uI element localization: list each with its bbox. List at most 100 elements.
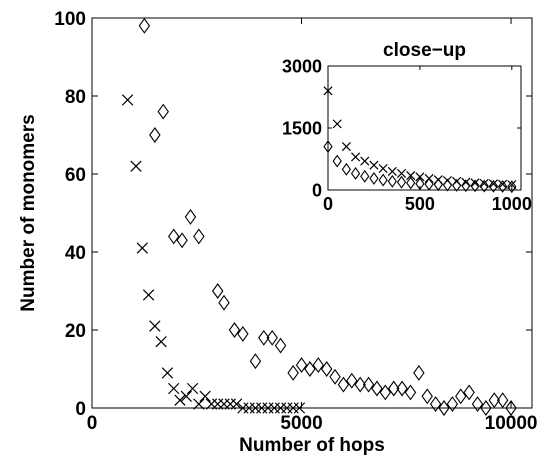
main-point-x (230, 398, 243, 410)
main-point-diamond (249, 353, 262, 370)
inset-background (328, 66, 521, 190)
main-point-diamond (176, 232, 188, 249)
inset-point-x (406, 170, 416, 181)
main-point-diamond (505, 400, 517, 416)
main-point-diamond (218, 294, 230, 311)
main-x-tick-label: 10000 (485, 413, 538, 434)
main-point-diamond (184, 208, 197, 225)
main-point-diamond (371, 380, 383, 397)
main-point-diamond (193, 228, 205, 245)
inset-point-diamond (332, 154, 342, 168)
main-point-diamond (413, 364, 425, 381)
inset-point-diamond (470, 179, 480, 193)
main-point-x (293, 402, 306, 414)
main-x-tick-label: 5000 (280, 413, 322, 434)
main-point-diamond (354, 376, 366, 393)
inset-point-diamond (387, 174, 397, 188)
main-point-x (136, 242, 148, 254)
main-point-diamond (387, 380, 400, 397)
inset-x-tick-label: 0 (323, 194, 333, 214)
inset-x-tick-label: 1000 (492, 194, 532, 214)
main-point-diamond (404, 384, 417, 401)
inset-point-diamond (488, 179, 499, 193)
main-point-diamond (496, 392, 509, 409)
inset-y-tick-label: 3000 (282, 56, 322, 76)
inset-point-diamond (350, 167, 361, 180)
main-y-tick-label: 60 (65, 165, 86, 186)
inset-point-x (341, 142, 351, 152)
inset-point-diamond (360, 169, 370, 183)
inset-point-x (396, 168, 407, 179)
main-y-tick-label: 0 (75, 399, 86, 420)
main-point-diamond (320, 361, 333, 377)
inset-point-diamond (424, 177, 434, 191)
inset-x-tick-label: 500 (405, 194, 435, 214)
inset-point-diamond (341, 162, 352, 176)
inset-point-diamond (378, 173, 388, 187)
main-point-x (130, 160, 142, 172)
main-point-x (168, 382, 180, 395)
main-point-diamond (455, 388, 467, 405)
main-point-diamond (228, 322, 241, 338)
main-point-diamond (480, 400, 492, 416)
inset-point-x (360, 156, 370, 166)
main-point-diamond (258, 329, 270, 346)
inset-point-x (470, 178, 480, 188)
main-point-x (193, 398, 205, 410)
main-y-tick-label: 100 (54, 9, 86, 30)
inset-point-diamond (497, 180, 508, 193)
inset-point-diamond (369, 171, 379, 185)
main-point-diamond (471, 396, 484, 413)
main-point-diamond (211, 283, 224, 299)
main-point-diamond (287, 364, 299, 381)
main-point-diamond (429, 396, 442, 413)
main-point-diamond (149, 127, 161, 143)
inset-point-diamond (406, 176, 416, 190)
inset-point-x (387, 166, 397, 176)
main-point-x (149, 320, 161, 332)
inset-point-x (351, 152, 361, 162)
inset-y-tick-label: 0 (312, 180, 322, 200)
inset-point-diamond (433, 178, 443, 192)
main-point-diamond (421, 388, 433, 405)
main-point-diamond (379, 384, 392, 401)
main-point-diamond (167, 228, 180, 245)
main-point-x (121, 94, 134, 106)
inset-point-diamond (415, 177, 425, 191)
main-point-diamond (488, 392, 501, 409)
main-point-x (186, 382, 199, 395)
inset-point-x (498, 179, 508, 189)
main-y-axis-label: Number of monomers (18, 114, 39, 311)
main-point-diamond (312, 357, 325, 374)
main-point-diamond (157, 103, 169, 120)
main-point-diamond (463, 384, 475, 401)
main-axes-frame (91, 17, 533, 409)
inset-point-diamond (323, 140, 333, 154)
inset-point-diamond (396, 175, 407, 189)
inset-point-x (323, 86, 333, 96)
main-point-x (142, 289, 155, 301)
main-point-x (180, 390, 192, 402)
inset-y-tick-label: 1500 (282, 118, 322, 138)
inset-point-x (488, 179, 498, 189)
main-point-x (174, 394, 186, 406)
inset-point-x (479, 178, 489, 188)
main-point-diamond (138, 17, 151, 34)
inset-point-x (507, 180, 517, 190)
main-point-diamond (304, 361, 316, 377)
main-y-tick-label: 40 (65, 243, 86, 264)
main-y-tick-label: 20 (65, 321, 86, 342)
inset-point-diamond (442, 178, 453, 192)
inset-point-diamond (452, 179, 462, 192)
main-y-tick-label: 80 (65, 87, 86, 108)
inset-point-x (369, 160, 379, 170)
inset-point-diamond (479, 179, 489, 193)
main-point-diamond (295, 357, 308, 374)
inset-point-diamond (507, 180, 517, 194)
main-point-diamond (438, 400, 450, 416)
main-point-x (199, 390, 211, 402)
main-point-diamond (266, 329, 278, 346)
main-point-diamond (346, 372, 358, 389)
